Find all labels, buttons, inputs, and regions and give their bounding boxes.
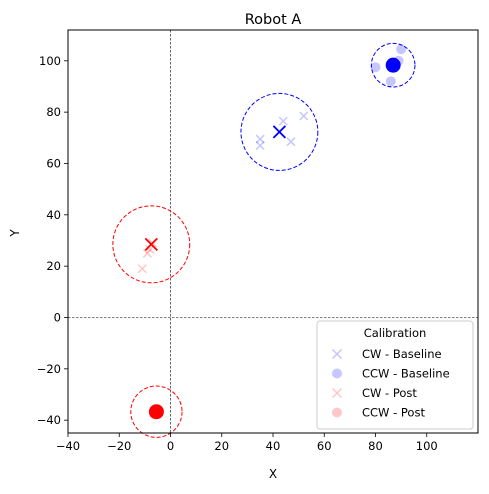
series-0-point-2-stroke-a [278, 116, 288, 126]
legend-label-0: CW - Baseline [362, 347, 442, 361]
legend: Calibration CW - Baseline CCW - Baseline CW… [316, 320, 474, 430]
series-0-point-1 [255, 140, 265, 151]
series-2-radius-circle [112, 205, 191, 284]
series-3-radius-circle [130, 385, 183, 438]
series-0-mean-marker [272, 125, 287, 139]
series-2-point-1-stroke-a [142, 248, 152, 258]
y-axis-label: Y [8, 229, 22, 238]
series-0-point-2 [278, 116, 288, 126]
legend-title: Calibration [364, 326, 427, 340]
series-0-mean-marker-stroke-b [272, 125, 287, 139]
plot-area: −40 −20 0 20 40 60 80 100 −40 −20 0 20 40 60 80 100 [37, 29, 479, 453]
series-1-point-3 [396, 44, 407, 55]
legend-marker-0-stroke-a [331, 348, 343, 360]
legend-marker-0-stroke-b [331, 348, 343, 360]
legend-label-3: CCW - Post [362, 406, 425, 420]
legend-marker-2-stroke-b [331, 387, 343, 399]
series-0-point-0-stroke-b [255, 134, 265, 144]
x-tick-label: −20 [107, 439, 131, 453]
series-0-point-4-stroke-b [299, 111, 309, 121]
series-1-mean-marker [385, 57, 401, 73]
y-tick-label: −20 [37, 362, 61, 376]
series-0-point-3-stroke-b [286, 137, 296, 147]
series-0-point-3 [286, 137, 296, 147]
chart-title: Robot A [245, 12, 302, 28]
series-0-point-1-stroke-b [255, 140, 265, 151]
series-2-point-0 [137, 264, 147, 274]
series-0-point-3-stroke-a [286, 137, 296, 147]
series-2-mean-marker-stroke-b [144, 237, 158, 251]
legend-marker-1 [332, 368, 342, 379]
x-tick-label: 100 [416, 439, 438, 453]
series-0-point-1-stroke-a [255, 140, 265, 151]
y-tick-label: 60 [46, 156, 61, 170]
series-0-point-0 [255, 134, 265, 144]
series-2-point-1 [142, 248, 152, 258]
x-tick-label: 60 [317, 439, 332, 453]
series-0-radius-circle [240, 92, 319, 171]
y-tick-label: 20 [46, 259, 61, 273]
y-tick-label: 40 [46, 208, 61, 222]
y-tick-label: 100 [39, 54, 61, 68]
series-2-point-0-stroke-a [137, 264, 147, 274]
legend-marker-3 [332, 407, 342, 418]
x-tick-label: 20 [214, 439, 229, 453]
x-tick-label: −40 [56, 439, 80, 453]
series-3-mean-marker [148, 404, 164, 420]
x-axis-label: X [269, 467, 277, 481]
legend-marker-2 [331, 387, 343, 399]
series-1-radius-circle [370, 42, 416, 88]
legend-marker-0 [331, 348, 343, 360]
series-1-point-1 [385, 76, 396, 87]
series-0-point-2-stroke-b [278, 116, 288, 126]
series-0-point-4-stroke-a [299, 111, 309, 121]
x-tick-label: 40 [266, 439, 281, 453]
legend-label-2: CW - Post [362, 386, 417, 400]
series-1-point-0 [370, 62, 381, 73]
series-2-mean-marker [144, 237, 158, 251]
series-2-point-2-stroke-a [145, 244, 155, 254]
legend-label-1: CCW - Baseline [362, 367, 450, 381]
x-tick-label: 80 [368, 439, 383, 453]
y-tick-label: 0 [54, 310, 61, 324]
series-2-point-0-stroke-b [137, 264, 147, 274]
series-0-point-4 [299, 111, 309, 121]
series-2-point-1-stroke-b [142, 248, 152, 258]
legend-marker-2-stroke-a [331, 387, 343, 399]
y-tick-label: −40 [37, 413, 61, 427]
y-tick-label: 80 [46, 105, 61, 119]
legend-box [316, 320, 474, 430]
x-tick-label: 0 [167, 439, 174, 453]
series-0-point-0-stroke-a [255, 134, 265, 144]
